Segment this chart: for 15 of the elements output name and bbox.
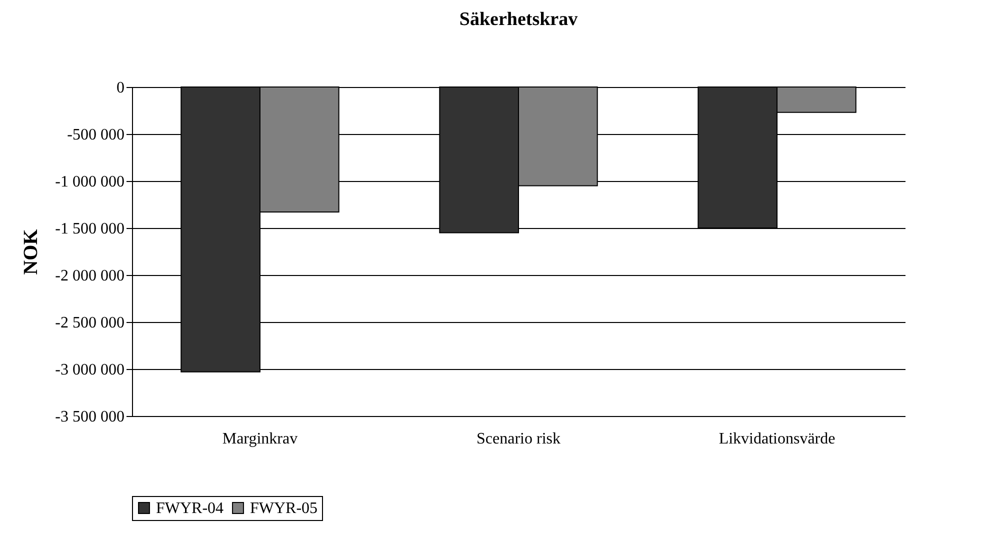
y-tick-label: -500 000 <box>67 126 124 144</box>
x-tick-label: Scenario risk <box>476 430 560 448</box>
y-tick-label: -3 000 000 <box>55 362 124 378</box>
y-tick-label: -3 500 000 <box>55 408 124 426</box>
y-tick-label: -1 500 000 <box>55 220 124 238</box>
x-tick-label: Likvidationsvärde <box>718 430 836 448</box>
y-axis-title: NOK <box>20 228 42 275</box>
y-tick-label: 0 <box>116 80 124 96</box>
y-tick-label: -2 000 000 <box>55 268 124 284</box>
chart-title: Säkerhetskrav <box>459 9 578 30</box>
y-tick-label: -1 000 000 <box>55 174 124 190</box>
legend-label: FWYR-05 <box>250 500 318 517</box>
y-tick-label: -2 500 000 <box>55 314 124 332</box>
x-tick-label: Marginkrav <box>222 430 298 448</box>
legend-label: FWYR-04 <box>156 500 224 517</box>
